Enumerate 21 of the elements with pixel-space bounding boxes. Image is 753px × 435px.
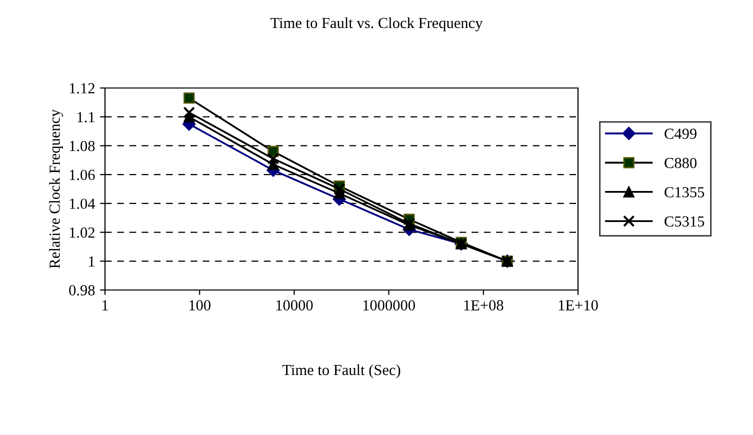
y-tick-label: 1.08 xyxy=(70,140,95,152)
legend-label: C5315 xyxy=(664,216,704,227)
legend-label: C499 xyxy=(664,128,696,139)
y-axis-title: Relative Clock Frequency xyxy=(49,109,63,268)
x-tick-label: 1E+10 xyxy=(558,300,598,310)
y-tick-label: 0.98 xyxy=(69,285,95,296)
y-tick-label: 1.06 xyxy=(70,170,95,180)
x-tick-label: 100 xyxy=(189,300,210,310)
y-tick-label: 1.12 xyxy=(70,83,94,94)
x-tick-label: 1 xyxy=(102,300,108,310)
x-axis-title: Time to Fault (Sec) xyxy=(282,364,400,378)
y-tick-label: 1.1 xyxy=(78,112,94,122)
x-tick-label: 1000000 xyxy=(363,300,415,310)
chart-title: Time to Fault vs. Clock Frequency xyxy=(270,17,483,32)
legend-label: C1355 xyxy=(664,187,704,198)
x-tick-label: 10000 xyxy=(276,300,313,310)
x-tick-label: 1E+08 xyxy=(464,300,504,310)
y-tick-label: 1.04 xyxy=(70,198,96,209)
legend-label: C880 xyxy=(664,158,697,168)
y-tick-label: 1.02 xyxy=(70,227,94,238)
y-tick-label: 1 xyxy=(88,256,94,266)
